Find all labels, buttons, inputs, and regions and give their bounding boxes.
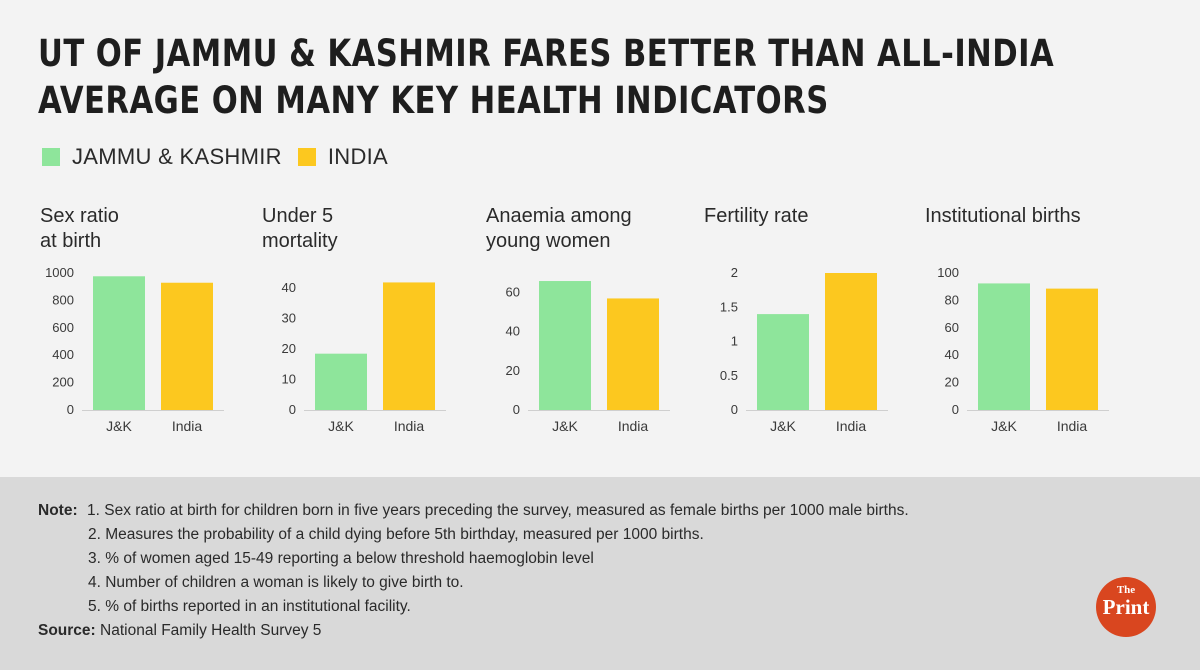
y-tick-label: 1.5	[720, 299, 738, 314]
note-line: 2. Measures the probability of a child d…	[88, 526, 704, 543]
legend-item-india: INDIA	[297, 144, 389, 170]
bar-india	[1046, 288, 1098, 410]
bar-jk	[539, 281, 591, 410]
chart-svg: 0 20 40 60 J&K India	[506, 281, 670, 434]
y-tick-label: 0	[513, 402, 520, 417]
chart-title: Sex ratio at birth	[40, 205, 119, 252]
logo-text-the: The	[1116, 584, 1136, 596]
bar-jk	[315, 353, 367, 410]
y-tick-label: 20	[945, 375, 959, 390]
y-tick-label: 10	[282, 372, 296, 387]
source-label: Source:	[38, 622, 96, 639]
chart-panel-anaemia: Anaemia among young women 0 20 40 60 J&K India	[486, 200, 716, 460]
y-tick-label: 60	[945, 320, 959, 335]
legend: JAMMU & KASHMIR INDIA	[42, 144, 404, 170]
y-tick-label: 80	[945, 292, 959, 307]
y-tick-label: 20	[282, 341, 296, 356]
x-category-label: India	[172, 418, 203, 434]
legend-swatch-jk	[42, 148, 60, 166]
x-category-label: India	[394, 418, 425, 434]
chart-title: Fertility rate	[704, 205, 809, 227]
y-tick-label: 2	[731, 265, 738, 280]
bar-jk	[978, 283, 1030, 410]
y-tick-label: 1	[731, 334, 738, 349]
y-tick-label: 400	[52, 347, 74, 362]
bar-jk	[93, 276, 145, 410]
y-tick-label: 1000	[45, 265, 74, 280]
bar-india	[161, 282, 213, 410]
y-tick-label: 0	[952, 402, 959, 417]
note-line: Note: 1. Sex ratio at birth for children…	[38, 499, 1078, 523]
x-category-label: J&K	[991, 418, 1017, 434]
y-tick-label: 0	[67, 402, 74, 417]
chart-svg: 0 10 20 30 40 J&K India	[282, 280, 446, 434]
y-tick-label: 0	[289, 402, 296, 417]
x-category-label: J&K	[770, 418, 796, 434]
chart-panel-fertility: Fertility rate 0 0.5 1 1.5 2 J&K India	[704, 200, 934, 460]
x-category-label: J&K	[552, 418, 578, 434]
source-text: National Family Health Survey 5	[100, 622, 322, 639]
x-category-label: India	[836, 418, 867, 434]
x-category-label: India	[618, 418, 649, 434]
chart-title: Under 5 mortality	[262, 205, 338, 252]
x-category-label: India	[1057, 418, 1088, 434]
note-line: 5. % of births reported in an institutio…	[88, 598, 411, 615]
y-tick-label: 60	[506, 285, 520, 300]
theprint-logo: The Print	[1096, 577, 1156, 637]
y-tick-label: 40	[282, 280, 296, 295]
y-tick-label: 0.5	[720, 368, 738, 383]
legend-swatch-india	[297, 148, 316, 166]
note-line: 4. Number of children a woman is likely …	[88, 574, 464, 591]
y-tick-label: 0	[731, 402, 738, 417]
y-tick-label: 200	[52, 375, 74, 390]
bar-jk	[757, 314, 809, 410]
notes: Note: 1. Sex ratio at birth for children…	[38, 499, 1078, 643]
logo-text-print: Print	[1102, 595, 1150, 619]
footer-notes-panel: Note: 1. Sex ratio at birth for children…	[0, 477, 1200, 670]
source-line: Source: National Family Health Survey 5	[38, 619, 1078, 643]
legend-label-jk: JAMMU & KASHMIR	[72, 144, 282, 169]
note-label: Note:	[38, 502, 78, 519]
bar-india	[825, 273, 877, 410]
y-tick-label: 800	[52, 292, 74, 307]
note-text: 1. Sex ratio at birth for children born …	[87, 502, 909, 519]
legend-item-jk: JAMMU & KASHMIR	[42, 144, 282, 170]
y-tick-label: 40	[506, 324, 520, 339]
page-title: UT of Jammu & Kashmir fares better than …	[38, 32, 1055, 122]
chart-title: Institutional births	[925, 205, 1081, 227]
y-tick-label: 30	[282, 311, 296, 326]
chart-panel-sex-ratio: Sex ratio at birth 0 200 400 600 800 1000 J&K In…	[40, 200, 270, 460]
note-line: 3. % of women aged 15-49 reporting a bel…	[88, 550, 594, 567]
x-category-label: J&K	[328, 418, 354, 434]
y-tick-label: 600	[52, 320, 74, 335]
bar-india	[607, 298, 659, 410]
chart-panel-institutional-births: Institutional births 0 20 40 60 80 100 J&K Indi…	[925, 200, 1155, 460]
x-category-label: J&K	[106, 418, 132, 434]
y-tick-label: 40	[945, 347, 959, 362]
legend-label-india: INDIA	[327, 144, 389, 169]
bar-india	[383, 282, 435, 410]
chart-title: Anaemia among young women	[486, 205, 632, 252]
y-tick-label: 20	[506, 363, 520, 378]
chart-panel-under5-mortality: Under 5 mortality 0 10 20 30 40 J&K India	[262, 200, 492, 460]
chart-svg: 0 200 400 600 800 1000 J&K India	[45, 265, 224, 434]
y-tick-label: 100	[937, 265, 959, 280]
chart-svg: 0 20 40 60 80 100 J&K India	[937, 265, 1109, 434]
chart-svg: 0 0.5 1 1.5 2 J&K India	[720, 265, 888, 434]
